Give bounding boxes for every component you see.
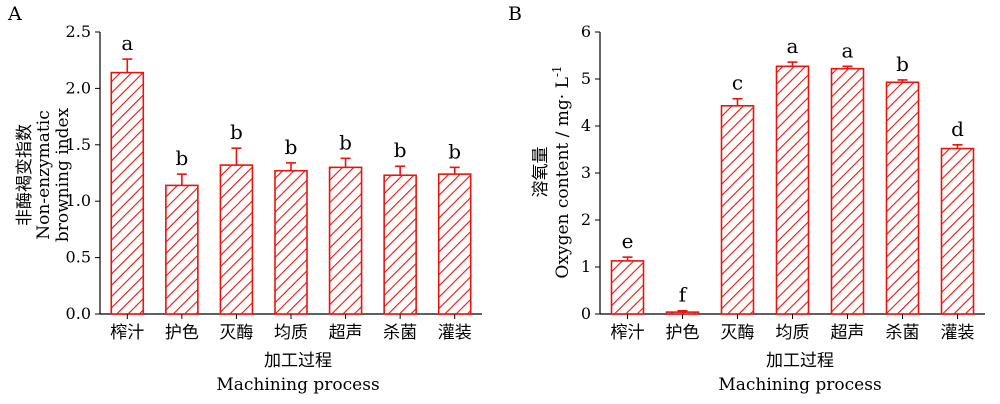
y-tick-label: 1.5 [66,135,91,154]
significance-label: c [732,71,743,95]
bar [940,147,975,315]
y-tick-label: 2.5 [66,22,91,41]
y-tick-label: 1 [581,257,591,276]
significance-label: a [842,38,854,62]
category-label: 均质 [274,323,308,343]
significance-label: f [679,283,688,307]
bar [274,169,308,315]
significance-label: b [448,139,461,163]
significance-label: e [622,229,634,253]
significance-label: b [230,120,243,144]
y-tick-label: 5 [581,69,591,88]
bar [610,260,645,315]
bar [720,104,755,315]
bar [219,164,254,315]
bar [830,67,865,315]
significance-label: a [121,31,133,55]
x-axis-title-cn: 加工过程 [766,351,834,371]
y-tick-label: 2.0 [66,78,91,97]
category-label: 灌装 [941,323,975,343]
y-axis-title: 非酶褐变指数 Non-enzymatic browning index [15,107,73,242]
significance-label: b [394,138,407,162]
panel-a: A 非酶褐变指数 Non-enzymatic browning index 加工… [7,3,482,395]
y-axis-title-en: Oxygen content / mg· L-1 [550,65,573,278]
y-tick-label: 0.5 [66,248,91,267]
category-label: 杀菌 [383,323,417,343]
y-tick-label: 0 [581,304,591,323]
y-axis-title-en-sup: -1 [550,65,564,77]
category-label: 杀菌 [886,323,920,343]
bar [328,166,363,315]
y-axis-title-en-main: Oxygen content / mg· L [553,77,573,278]
bar [437,173,472,315]
category-label: 榨汁 [611,323,645,343]
significance-label: b [896,52,909,76]
significance-label: b [175,146,188,170]
category-label: 超声 [329,323,363,343]
y-axis-title-cn: 溶氧量 [531,147,551,198]
y-tick-label: 0.0 [66,304,91,323]
bar [665,311,700,315]
y-tick-label: 3 [581,163,591,182]
category-label: 灭酶 [721,323,755,343]
category-label: 灌装 [438,323,472,343]
bar [383,174,417,315]
significance-label: b [285,135,298,159]
bar [775,65,810,315]
y-tick-label: 1.0 [66,191,91,210]
panel-b: B 溶氧量 Oxygen content / mg· L-1 加工过程 Mach… [508,3,985,395]
y-axis-title-en-line1: Non-enzymatic [34,110,54,239]
y-axis-title-en-line2: browning index [53,107,73,242]
x-axis-title-cn: 加工过程 [264,351,332,371]
category-label: 灭酶 [219,323,253,343]
x-axis-title-en: Machining process [216,375,379,395]
bar [885,81,920,315]
x-axis-title-en: Machining process [718,375,881,395]
significance-label: d [951,117,964,141]
bar [110,71,145,315]
y-axis-title-cn: 非酶褐变指数 [15,124,35,226]
category-label: 护色 [165,323,199,343]
y-axis-title: 溶氧量 Oxygen content / mg· L-1 [531,65,573,278]
y-tick-label: 4 [581,116,591,135]
y-tick-label: 6 [581,22,591,41]
category-label: 榨汁 [110,323,144,343]
category-label: 超声 [831,323,865,343]
panel-label: A [7,3,22,25]
panel-label: B [508,3,522,25]
significance-label: a [787,34,799,58]
category-label: 均质 [776,323,810,343]
category-label: 护色 [666,323,700,343]
y-tick-label: 2 [581,210,591,229]
significance-label: b [339,130,352,154]
bar [165,184,199,315]
